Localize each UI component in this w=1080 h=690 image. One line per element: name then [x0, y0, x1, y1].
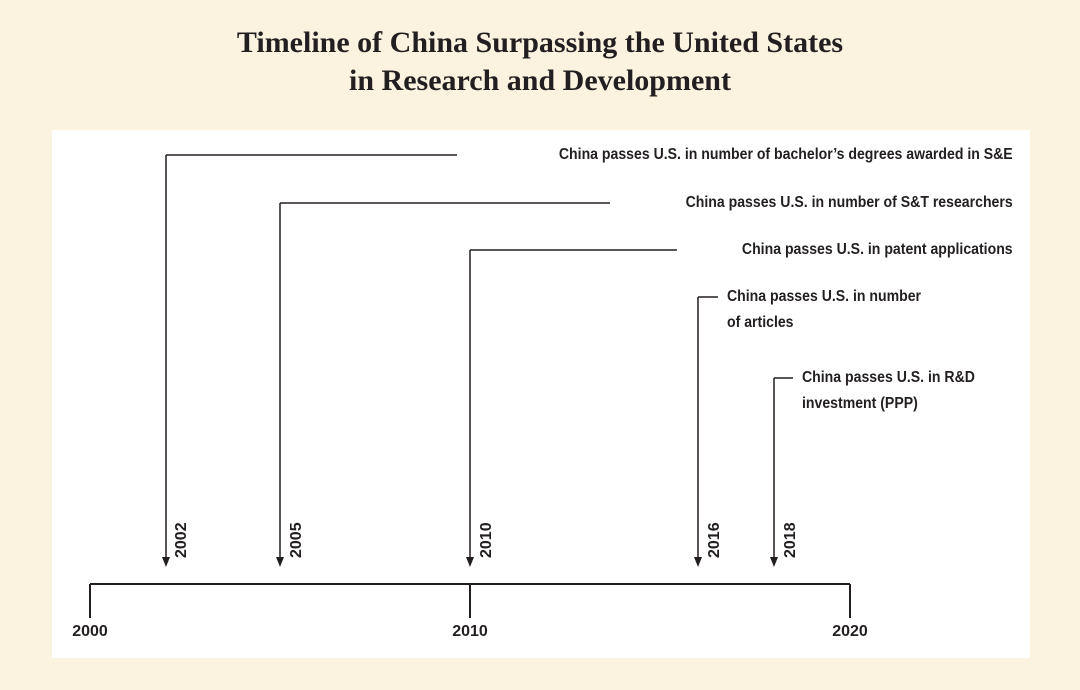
timeline-panel: China passes U.S. in number of bachelor’… — [52, 130, 1030, 658]
event-label-2002: China passes U.S. in number of bachelor’… — [559, 146, 1013, 163]
event-arrowhead-2005 — [276, 557, 284, 567]
event-label-2016: China passes U.S. in number of articles — [727, 284, 921, 336]
timeline-events — [162, 154, 793, 567]
year-label-2016: 2016 — [706, 522, 723, 558]
event-arrowhead-2002 — [162, 557, 170, 567]
title-line-1: Timeline of China Surpassing the United … — [236, 26, 844, 59]
chart-title: Timeline of China Surpassing the United … — [0, 24, 1080, 100]
event-label-2018-line-2: investment (PPP) — [802, 395, 918, 412]
event-label-2016-line-1: China passes U.S. in number — [727, 288, 922, 305]
axis-label-2000: 2000 — [72, 623, 108, 640]
timeline-diagram — [89, 154, 851, 618]
event-arrowhead-2016 — [694, 557, 702, 567]
timeline-axis — [89, 583, 851, 618]
event-label-2018: China passes U.S. in R&D investment (PPP… — [802, 365, 975, 417]
event-arrowhead-2010 — [466, 557, 474, 567]
event-label-2018-line-1: China passes U.S. in R&D — [802, 369, 975, 386]
event-label-2005: China passes U.S. in number of S&T resea… — [685, 194, 1013, 211]
year-label-2002: 2002 — [173, 522, 190, 558]
year-label-2005: 2005 — [288, 522, 305, 558]
year-label-2010: 2010 — [478, 522, 495, 558]
event-label-2016-line-2: of articles — [727, 314, 794, 331]
event-label-2010: China passes U.S. in patent applications — [742, 241, 1013, 258]
axis-label-2010: 2010 — [452, 623, 488, 640]
year-label-2018: 2018 — [782, 522, 799, 558]
title-line-2: in Research and Development — [349, 64, 731, 97]
axis-label-2020: 2020 — [832, 623, 868, 640]
event-arrowhead-2018 — [770, 557, 778, 567]
